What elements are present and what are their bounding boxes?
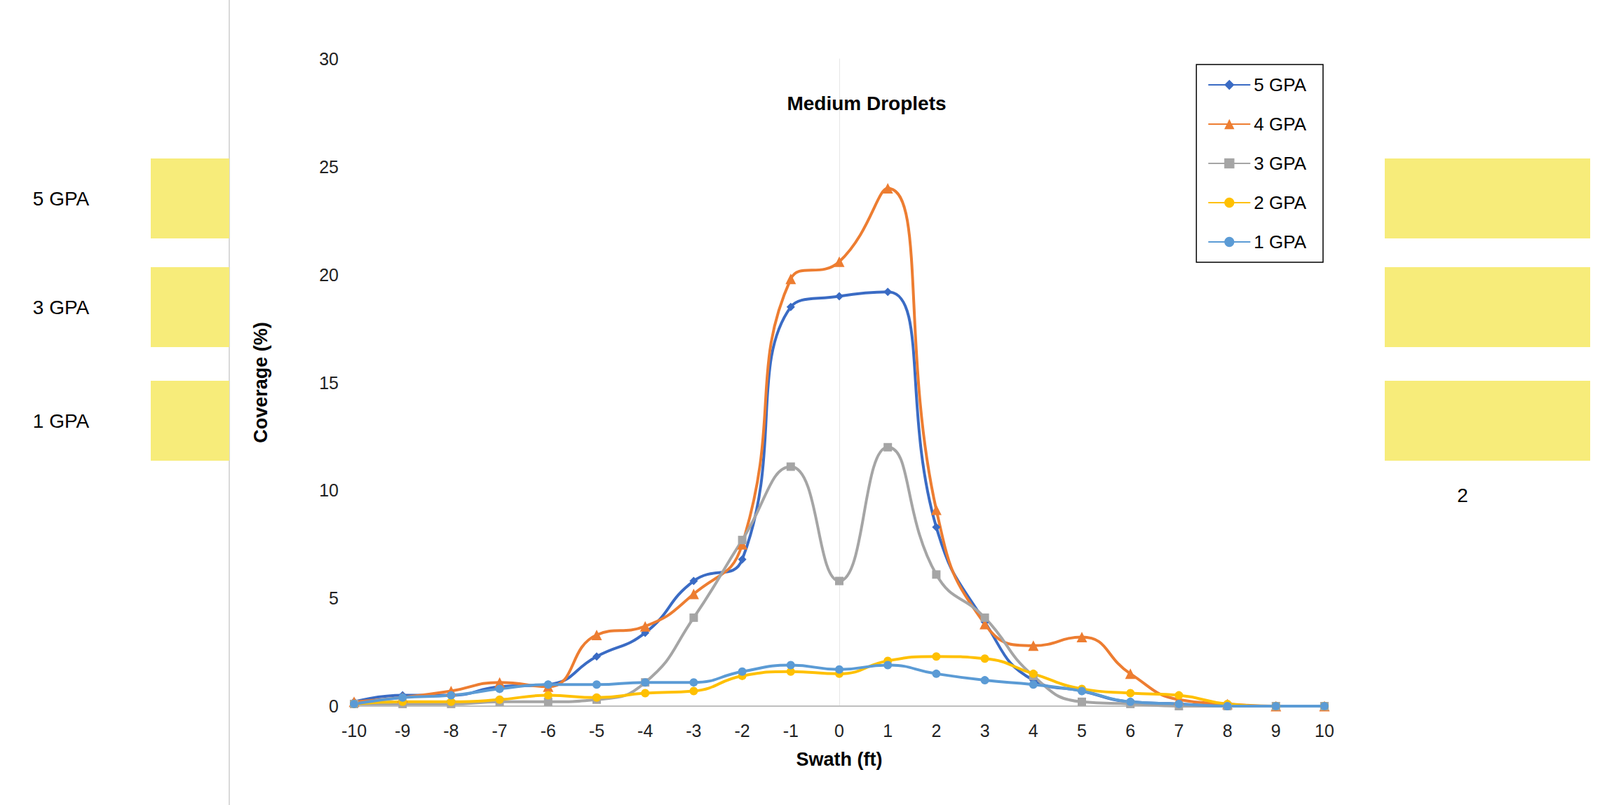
svg-text:5: 5	[328, 588, 339, 608]
svg-text:20: 20	[319, 265, 339, 285]
svg-text:30: 30	[319, 49, 339, 69]
svg-text:Coverage (%): Coverage (%)	[250, 321, 272, 444]
svg-text:-3: -3	[685, 720, 702, 741]
svg-text:1: 1	[882, 720, 893, 741]
svg-text:10: 10	[319, 480, 339, 500]
svg-text:7: 7	[1173, 720, 1184, 741]
svg-text:-8: -8	[443, 720, 459, 741]
svg-text:4 GPA: 4 GPA	[1253, 113, 1307, 135]
svg-text:0: 0	[834, 720, 845, 741]
svg-text:10: 10	[1314, 720, 1335, 741]
svg-text:4: 4	[1028, 720, 1039, 741]
svg-text:8: 8	[1222, 720, 1233, 741]
svg-text:9: 9	[1271, 720, 1281, 741]
svg-text:Swath (ft): Swath (ft)	[796, 748, 883, 770]
svg-text:-5: -5	[588, 720, 605, 741]
svg-text:15: 15	[319, 373, 339, 393]
svg-text:-4: -4	[637, 720, 653, 741]
svg-text:3 GPA: 3 GPA	[1253, 152, 1307, 174]
svg-text:-2: -2	[734, 720, 750, 741]
svg-text:0: 0	[328, 696, 339, 716]
svg-text:-10: -10	[341, 720, 367, 741]
svg-text:1 GPA: 1 GPA	[32, 410, 90, 432]
svg-text:3 GPA: 3 GPA	[32, 296, 90, 319]
svg-text:2: 2	[931, 720, 941, 741]
svg-text:-7: -7	[491, 720, 507, 741]
svg-text:Medium Droplets: Medium Droplets	[786, 92, 946, 115]
svg-text:2 GPA: 2 GPA	[1253, 192, 1307, 214]
svg-text:25: 25	[319, 157, 339, 177]
svg-text:3: 3	[980, 720, 991, 741]
svg-text:5 GPA: 5 GPA	[1253, 74, 1307, 96]
svg-text:2: 2	[1456, 484, 1469, 507]
svg-text:5 GPA: 5 GPA	[32, 187, 90, 210]
svg-text:5: 5	[1076, 720, 1087, 741]
svg-text:-9: -9	[394, 720, 411, 741]
svg-text:1 GPA: 1 GPA	[1253, 231, 1307, 253]
svg-text:-1: -1	[783, 720, 799, 741]
svg-text:-6: -6	[540, 720, 557, 741]
svg-text:6: 6	[1125, 720, 1136, 741]
